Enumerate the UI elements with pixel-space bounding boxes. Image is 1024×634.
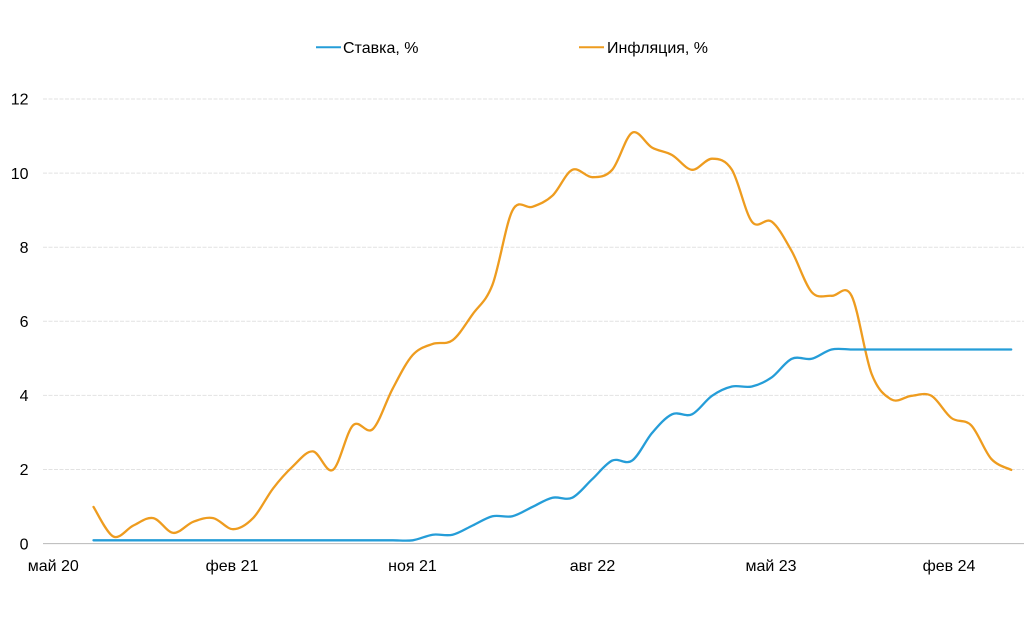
svg-text:Ставка, %: Ставка, % xyxy=(343,40,418,57)
svg-text:ноя 21: ноя 21 xyxy=(388,558,437,575)
svg-text:фев 21: фев 21 xyxy=(206,558,259,575)
svg-text:фев 24: фев 24 xyxy=(923,558,976,575)
svg-text:0: 0 xyxy=(20,536,29,553)
svg-text:май 23: май 23 xyxy=(745,558,796,575)
svg-text:4: 4 xyxy=(20,388,29,405)
svg-text:10: 10 xyxy=(11,166,29,183)
svg-text:12: 12 xyxy=(11,92,29,109)
svg-text:6: 6 xyxy=(20,314,29,331)
svg-text:авг 22: авг 22 xyxy=(570,558,616,575)
svg-text:8: 8 xyxy=(20,240,29,257)
svg-text:2: 2 xyxy=(20,462,29,479)
svg-text:Инфляция, %: Инфляция, % xyxy=(607,40,708,57)
svg-text:май 20: май 20 xyxy=(28,558,79,575)
